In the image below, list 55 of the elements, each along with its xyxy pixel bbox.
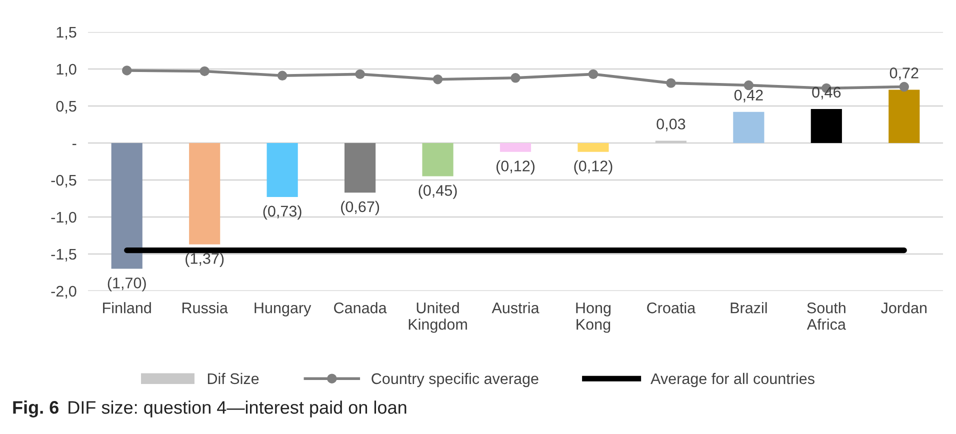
bar — [266, 143, 298, 198]
point — [200, 66, 210, 76]
data-label: 0,03 — [656, 118, 686, 132]
x-tick-label: United Kingdom — [408, 302, 467, 333]
point — [277, 70, 288, 81]
bar — [578, 143, 609, 152]
bar — [810, 108, 842, 143]
x-tick-label: Hungary — [254, 302, 312, 316]
data-label: (0,73) — [263, 205, 302, 220]
x-tick-label: Russia — [182, 302, 228, 314]
caption: Fig. 6 — [13, 400, 58, 418]
bar — [344, 143, 376, 193]
bar — [500, 143, 532, 152]
data-label: (0,12) — [496, 160, 535, 174]
data-label: (0,67) — [341, 200, 380, 216]
x-tick-label: Brazil — [730, 302, 767, 314]
data-label: (0,12) — [574, 160, 612, 174]
data-label: (0,45) — [418, 184, 457, 199]
x-tick-label: Hong Kong — [576, 302, 611, 333]
bar — [733, 112, 764, 143]
legend-label: Country specific average — [372, 372, 538, 388]
x-tick-label: Canada — [334, 302, 387, 314]
legend-label: Average for all countries — [650, 372, 814, 388]
y-tick-label: -0,5 — [51, 174, 76, 188]
legend-label: Dif Size — [208, 372, 259, 384]
y-tick-label: 0,5 — [56, 100, 76, 114]
data-label: 0,42 — [734, 90, 763, 102]
data-label: (1,70) — [108, 277, 146, 292]
data-label: 0,46 — [812, 86, 841, 100]
x-tick-label: South Africa — [806, 302, 846, 330]
bar — [189, 143, 220, 244]
y-tick-label: -1,0 — [51, 212, 76, 224]
data-label: (1,37) — [186, 252, 224, 267]
point — [510, 73, 520, 83]
text: DIF size: question 4—interest paid on loan — [68, 400, 406, 418]
x-tick-label: Austria — [492, 302, 540, 314]
point — [666, 78, 676, 88]
point — [122, 66, 132, 76]
y-tick-label: - — [72, 144, 76, 146]
bar — [111, 143, 142, 269]
bar — [422, 143, 454, 176]
y-tick-label: 1,0 — [56, 64, 76, 76]
data-label: 0,72 — [890, 68, 918, 80]
point — [432, 74, 443, 84]
bar — [888, 90, 920, 143]
x-tick-label: Croatia — [647, 302, 696, 314]
point — [744, 80, 754, 90]
point — [588, 69, 598, 80]
y-tick-label: 1,5 — [56, 27, 76, 40]
x-tick-label: Finland — [103, 302, 151, 314]
point — [355, 69, 365, 80]
y-tick-label: -2,0 — [51, 286, 76, 298]
y-tick-label: -1,5 — [51, 249, 76, 262]
point — [899, 82, 909, 92]
x-tick-label: Jordan — [881, 302, 927, 314]
